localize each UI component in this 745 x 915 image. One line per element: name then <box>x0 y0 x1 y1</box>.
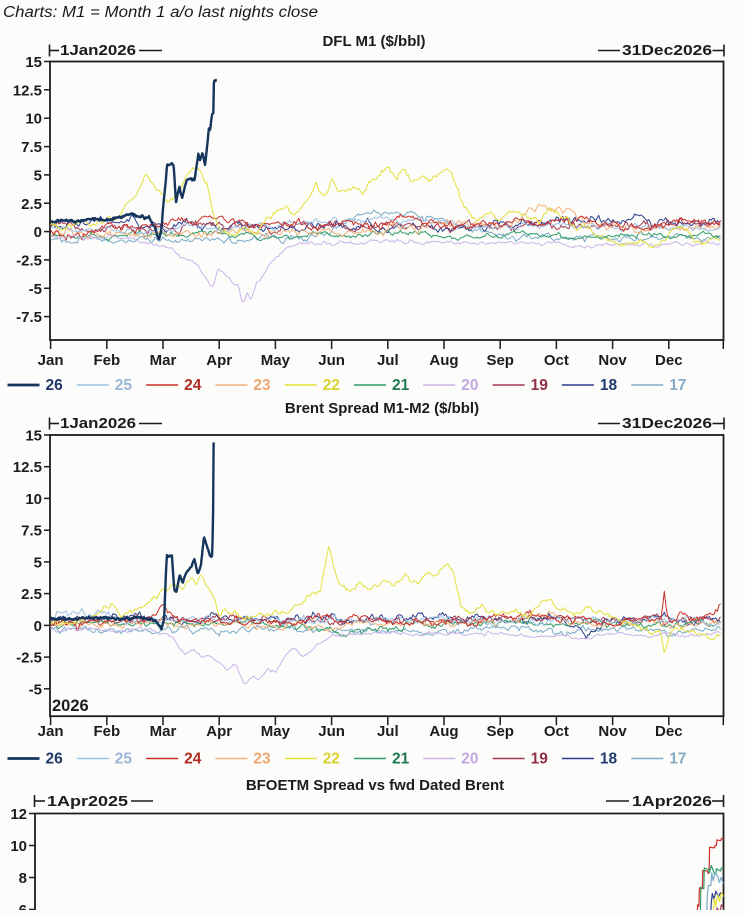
svg-text:-7.5: -7.5 <box>16 309 42 326</box>
svg-text:Nov: Nov <box>598 352 627 369</box>
svg-text:7.5: 7.5 <box>21 523 42 540</box>
svg-text:22: 22 <box>323 751 340 768</box>
svg-text:Feb: Feb <box>93 723 120 740</box>
svg-text:Sep: Sep <box>486 352 514 369</box>
svg-text:May: May <box>261 352 291 369</box>
svg-text:Jun: Jun <box>318 352 345 369</box>
svg-text:0: 0 <box>34 224 42 241</box>
svg-text:1Jan2026: 1Jan2026 <box>60 42 136 59</box>
svg-text:Jul: Jul <box>377 723 399 740</box>
svg-text:23: 23 <box>253 377 271 394</box>
svg-text:21: 21 <box>392 377 410 394</box>
svg-text:Jul: Jul <box>377 352 399 369</box>
svg-text:18: 18 <box>600 751 618 768</box>
svg-text:2.5: 2.5 <box>21 196 42 213</box>
svg-text:Oct: Oct <box>544 723 569 740</box>
svg-text:25: 25 <box>115 377 133 394</box>
svg-text:19: 19 <box>531 377 549 394</box>
svg-text:15: 15 <box>25 54 42 71</box>
svg-text:12.5: 12.5 <box>13 459 42 476</box>
svg-text:Sep: Sep <box>486 723 514 740</box>
svg-text:5: 5 <box>34 554 42 571</box>
svg-text:5: 5 <box>34 167 42 184</box>
svg-text:2026: 2026 <box>52 697 89 715</box>
svg-text:18: 18 <box>600 377 618 394</box>
svg-text:Aug: Aug <box>429 723 458 740</box>
svg-text:Charts: M1 = Month 1 a/o last: Charts: M1 = Month 1 a/o last nights clo… <box>3 4 318 21</box>
svg-text:Aug: Aug <box>429 352 458 369</box>
svg-text:Oct: Oct <box>544 352 569 369</box>
svg-text:25: 25 <box>115 751 133 768</box>
svg-text:10: 10 <box>25 491 42 508</box>
svg-text:1Jan2026: 1Jan2026 <box>60 415 136 432</box>
svg-text:15: 15 <box>25 428 42 445</box>
svg-text:Feb: Feb <box>93 352 120 369</box>
svg-text:Jan: Jan <box>38 352 64 369</box>
svg-text:17: 17 <box>669 377 686 394</box>
svg-text:20: 20 <box>461 751 478 768</box>
svg-text:2.5: 2.5 <box>21 586 42 603</box>
svg-text:1Apr2025: 1Apr2025 <box>47 793 128 810</box>
svg-text:Dec: Dec <box>655 723 683 740</box>
svg-text:-5: -5 <box>29 681 42 698</box>
svg-text:8: 8 <box>19 870 27 887</box>
svg-text:20: 20 <box>461 377 478 394</box>
svg-text:Mar: Mar <box>150 723 177 740</box>
svg-text:Nov: Nov <box>598 723 627 740</box>
svg-text:1Apr2026: 1Apr2026 <box>632 793 712 810</box>
svg-text:Jan: Jan <box>38 723 64 740</box>
svg-text:17: 17 <box>669 751 686 768</box>
svg-text:DFL M1 ($/bbl): DFL M1 ($/bbl) <box>322 33 425 50</box>
svg-text:Dec: Dec <box>655 352 683 369</box>
svg-text:31Dec2026: 31Dec2026 <box>622 415 712 432</box>
svg-text:23: 23 <box>253 751 271 768</box>
svg-text:May: May <box>261 723 291 740</box>
svg-text:Mar: Mar <box>150 352 177 369</box>
svg-text:Brent Spread M1-M2 ($/bbl): Brent Spread M1-M2 ($/bbl) <box>285 400 479 417</box>
svg-text:12.5: 12.5 <box>13 82 42 99</box>
svg-text:21: 21 <box>392 751 410 768</box>
svg-text:26: 26 <box>46 377 64 394</box>
svg-text:0: 0 <box>34 618 42 635</box>
svg-text:7.5: 7.5 <box>21 139 42 156</box>
svg-text:31Dec2026: 31Dec2026 <box>622 42 712 59</box>
svg-text:-5: -5 <box>29 281 42 298</box>
svg-text:Apr: Apr <box>206 352 232 369</box>
svg-text:-2.5: -2.5 <box>16 650 42 667</box>
svg-text:22: 22 <box>323 377 340 394</box>
svg-text:6: 6 <box>19 902 27 910</box>
svg-text:Apr: Apr <box>206 723 232 740</box>
svg-text:Jun: Jun <box>318 723 345 740</box>
svg-text:24: 24 <box>184 377 202 394</box>
svg-text:10: 10 <box>10 838 27 855</box>
svg-text:26: 26 <box>46 751 64 768</box>
svg-text:10: 10 <box>25 111 42 128</box>
svg-text:-2.5: -2.5 <box>16 252 42 269</box>
svg-text:BFOETM Spread vs fwd Dated Bre: BFOETM Spread vs fwd Dated Brent <box>246 777 504 794</box>
svg-text:12: 12 <box>10 806 27 823</box>
svg-text:19: 19 <box>531 751 549 768</box>
svg-text:24: 24 <box>184 751 202 768</box>
